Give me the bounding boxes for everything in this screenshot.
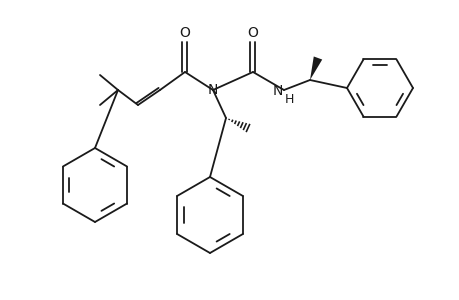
Text: N: N	[272, 84, 282, 98]
Text: H: H	[285, 93, 294, 106]
Text: N: N	[207, 83, 218, 97]
Polygon shape	[309, 56, 321, 80]
Text: O: O	[179, 26, 190, 40]
Text: O: O	[247, 26, 258, 40]
